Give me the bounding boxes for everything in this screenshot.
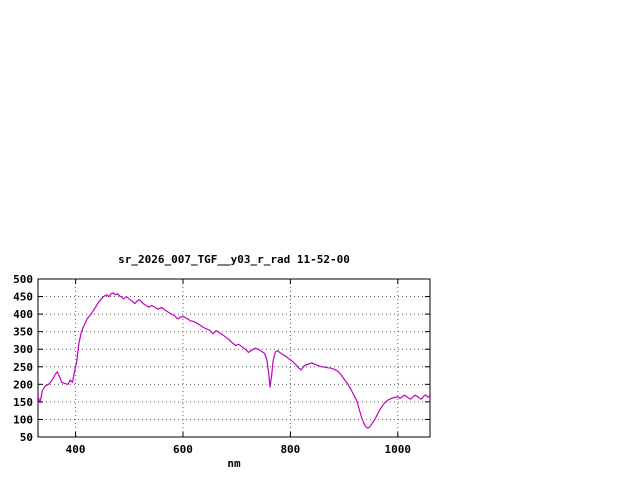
series-line xyxy=(37,292,431,429)
x-tick-label: 800 xyxy=(280,443,300,456)
y-tick-label: 100 xyxy=(13,413,33,426)
axis-layer: 50 100 150 200 250 300 350 400 450 500 400 600 800 10… xyxy=(13,273,430,456)
y-tick-label: 200 xyxy=(13,378,33,391)
x-tick-label: 1000 xyxy=(385,443,412,456)
y-tick-label: 350 xyxy=(13,326,33,339)
y-tick-label: 500 xyxy=(13,273,33,286)
y-tick-label: 150 xyxy=(13,396,33,409)
y-tick-label: 450 xyxy=(13,291,33,304)
y-tick-label: 50 xyxy=(20,431,33,444)
y-tick-label: 300 xyxy=(13,343,33,356)
x-tick-label: 600 xyxy=(173,443,193,456)
y-tick-label: 250 xyxy=(13,361,33,374)
y-tick-label: 400 xyxy=(13,308,33,321)
x-axis-label: nm xyxy=(227,457,241,470)
chart-title: sr_2026_007_TGF__y03_r_rad 11-52-00 xyxy=(118,253,350,266)
plot-border xyxy=(37,278,431,438)
grid-layer xyxy=(38,278,430,438)
x-tick-label: 400 xyxy=(66,443,86,456)
